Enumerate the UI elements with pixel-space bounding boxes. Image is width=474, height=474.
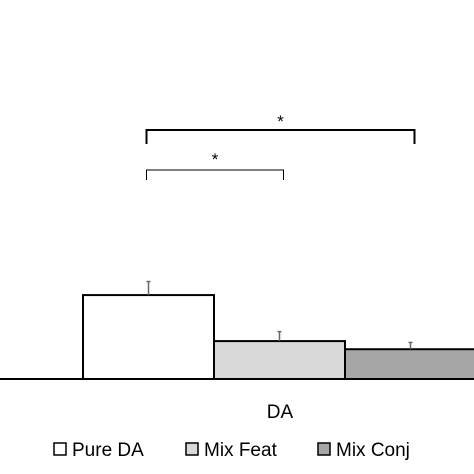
bar-mix-conj xyxy=(344,348,474,381)
error-bars xyxy=(146,280,413,350)
error-bar xyxy=(408,341,413,350)
legend-swatch xyxy=(317,442,331,456)
bar-mix-feat xyxy=(213,340,346,381)
significance-brackets: ** xyxy=(145,112,416,180)
significance-label: * xyxy=(212,150,219,169)
legend-swatch xyxy=(185,442,199,456)
legend-swatch xyxy=(53,442,67,456)
error-bar xyxy=(146,280,151,296)
legend-label: Mix Conj xyxy=(336,440,410,461)
legend-item: Mix Conj xyxy=(317,440,410,461)
legend-item: Mix Feat xyxy=(185,440,278,461)
bar-pure-da xyxy=(82,294,215,381)
legend-label: Mix Feat xyxy=(204,440,278,461)
category-label: DA xyxy=(267,402,294,423)
legend-item: Pure DA xyxy=(53,440,144,461)
significance-bracket: * xyxy=(145,112,416,144)
error-bar xyxy=(277,330,282,342)
significance-label: * xyxy=(277,112,284,131)
bars xyxy=(82,294,474,381)
significance-bracket: * xyxy=(146,150,284,180)
legend: Pure DA Mix Feat Mix Conj xyxy=(53,440,410,461)
legend-label: Pure DA xyxy=(72,440,144,461)
